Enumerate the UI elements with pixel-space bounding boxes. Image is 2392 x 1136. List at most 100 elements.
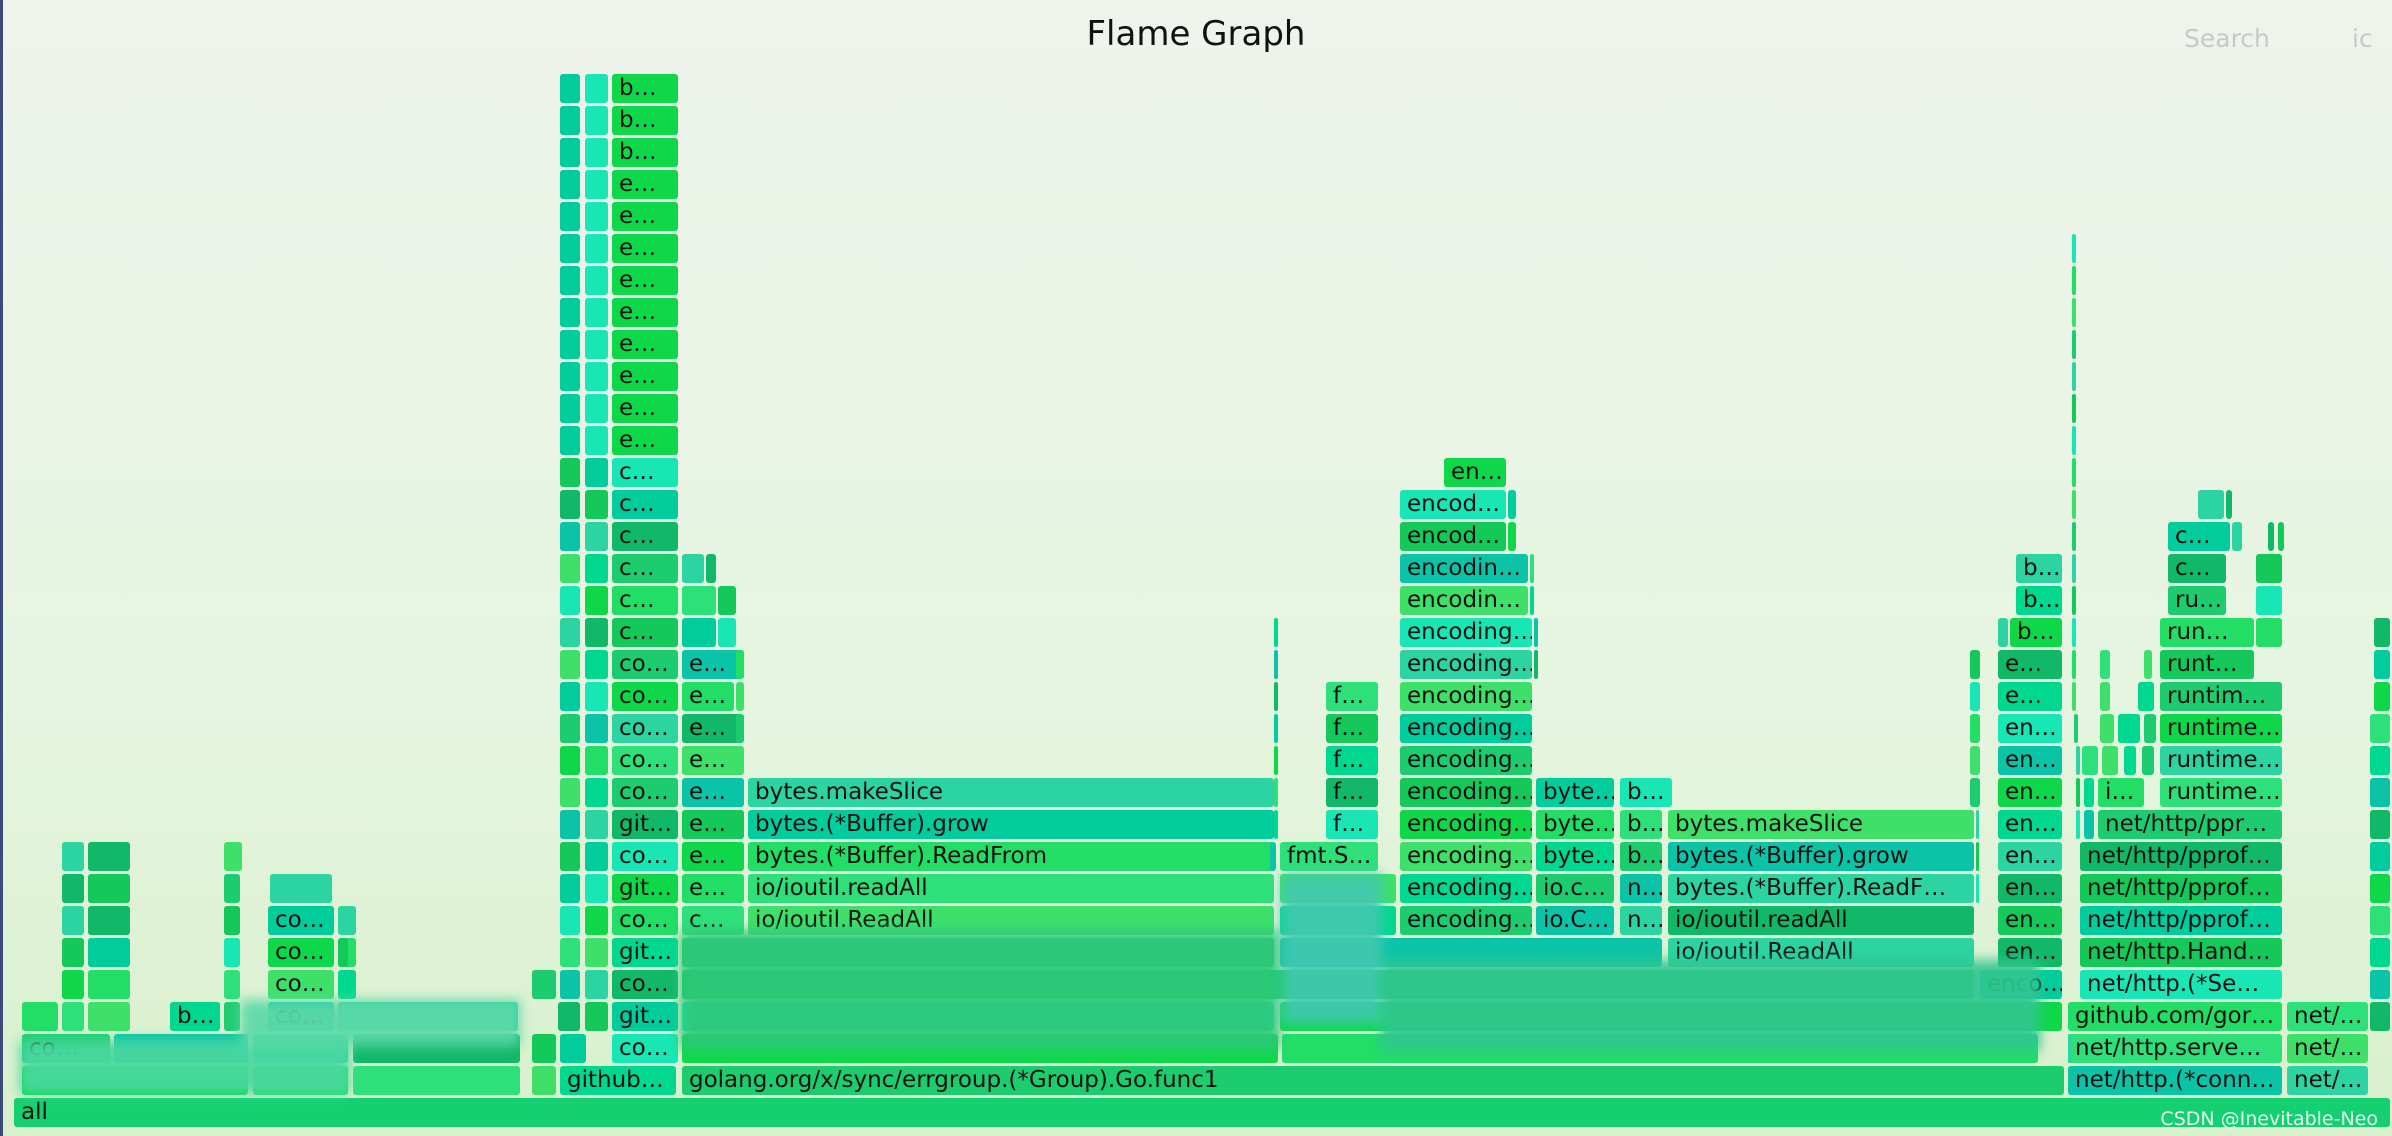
frame[interactable]: [1970, 714, 1980, 743]
frame[interactable]: e…: [682, 778, 744, 807]
frame[interactable]: [2100, 682, 2110, 711]
frame[interactable]: [560, 522, 580, 551]
frame[interactable]: [2370, 970, 2390, 999]
frame[interactable]: fmt.S…: [1280, 842, 1378, 871]
frame[interactable]: [2374, 650, 2390, 679]
frame[interactable]: [2068, 1034, 2071, 1063]
frame[interactable]: all: [14, 1098, 2390, 1127]
frame[interactable]: [706, 554, 716, 583]
frame[interactable]: en…: [1998, 842, 2062, 871]
frame[interactable]: en…: [1998, 906, 2062, 935]
frame[interactable]: [2144, 714, 2156, 743]
frame[interactable]: [560, 170, 580, 199]
frame[interactable]: [2084, 810, 2094, 839]
frame[interactable]: co…: [612, 682, 678, 711]
frame[interactable]: [560, 554, 580, 583]
frame[interactable]: encoding…: [1400, 682, 1532, 711]
frame[interactable]: encoding…: [1400, 874, 1532, 903]
frame[interactable]: net/http.Hand…: [2080, 938, 2282, 967]
frame[interactable]: [585, 170, 608, 199]
frame[interactable]: co…: [612, 842, 678, 871]
frame[interactable]: f…: [1326, 810, 1378, 839]
frame[interactable]: [1998, 618, 2008, 647]
frame[interactable]: [585, 522, 608, 551]
frame[interactable]: encoding…: [1400, 842, 1532, 871]
frame[interactable]: [2370, 906, 2390, 935]
frame[interactable]: encoding…: [1400, 714, 1532, 743]
frame[interactable]: c…: [2168, 554, 2226, 583]
frame[interactable]: [2072, 650, 2076, 679]
frame[interactable]: io.c…: [1536, 874, 1614, 903]
frame[interactable]: [1530, 586, 1534, 615]
frame[interactable]: [2370, 810, 2390, 839]
frame[interactable]: [585, 1002, 608, 1031]
frame[interactable]: [585, 874, 608, 903]
frame[interactable]: [2076, 778, 2080, 807]
frame[interactable]: net/…: [2287, 1066, 2368, 1095]
frame[interactable]: b…: [612, 106, 678, 135]
frame[interactable]: [585, 330, 608, 359]
frame[interactable]: [2072, 682, 2076, 711]
frame[interactable]: [1970, 682, 1980, 711]
frame[interactable]: [1970, 746, 1980, 775]
frame[interactable]: [2072, 586, 2076, 615]
frame[interactable]: f…: [1326, 714, 1378, 743]
frame[interactable]: [62, 906, 84, 935]
frame[interactable]: [585, 842, 608, 871]
frame[interactable]: [560, 938, 580, 967]
frame[interactable]: [1274, 810, 1278, 839]
frame[interactable]: en…: [1998, 714, 2062, 743]
frame[interactable]: [88, 874, 130, 903]
frame[interactable]: [585, 906, 608, 935]
frame[interactable]: c…: [612, 458, 678, 487]
frame[interactable]: c…: [612, 522, 678, 551]
frame[interactable]: [1274, 650, 1278, 679]
frame[interactable]: [2076, 746, 2080, 775]
frame[interactable]: [224, 906, 240, 935]
frame[interactable]: [560, 234, 580, 263]
frame[interactable]: e…: [682, 874, 744, 903]
frame[interactable]: [585, 266, 608, 295]
frame[interactable]: [585, 458, 608, 487]
frame[interactable]: [2142, 746, 2154, 775]
frame[interactable]: [62, 970, 84, 999]
frame[interactable]: github.com/gor…: [2068, 1002, 2282, 1031]
frame[interactable]: net/http/pprof…: [2080, 906, 2282, 935]
frame[interactable]: [585, 618, 608, 647]
frame[interactable]: e…: [612, 426, 678, 455]
frame[interactable]: byte…: [1536, 842, 1614, 871]
frame[interactable]: en…: [1444, 458, 1506, 487]
frame[interactable]: [62, 1002, 84, 1031]
frame[interactable]: [338, 906, 356, 935]
frame[interactable]: [585, 746, 608, 775]
frame[interactable]: [22, 1002, 58, 1031]
frame[interactable]: e…: [1998, 682, 2062, 711]
frame[interactable]: [560, 266, 580, 295]
frame[interactable]: runtime…: [2160, 746, 2282, 775]
frame[interactable]: co…: [612, 906, 678, 935]
frame[interactable]: encodin…: [1400, 554, 1528, 583]
frame[interactable]: [2072, 266, 2076, 295]
frame[interactable]: c…: [612, 490, 678, 519]
frame[interactable]: [1508, 490, 1516, 519]
frame[interactable]: [1976, 810, 1979, 839]
frame[interactable]: [2278, 522, 2284, 551]
frame[interactable]: b…: [1620, 778, 1672, 807]
frame[interactable]: [560, 778, 580, 807]
frame[interactable]: bytes.(*Buffer).ReadFrom: [748, 842, 1274, 871]
frame[interactable]: [1270, 842, 1276, 871]
frame[interactable]: [2374, 618, 2390, 647]
frame[interactable]: github…: [560, 1066, 676, 1095]
frame[interactable]: [585, 554, 608, 583]
frame[interactable]: [88, 842, 130, 871]
frame[interactable]: [62, 938, 84, 967]
frame[interactable]: [560, 1034, 586, 1063]
frame[interactable]: c…: [612, 618, 678, 647]
frame[interactable]: [2124, 746, 2136, 775]
frame[interactable]: [2102, 746, 2118, 775]
frame[interactable]: [585, 74, 608, 103]
frame[interactable]: [88, 970, 130, 999]
frame[interactable]: n…: [1620, 906, 1662, 935]
frame[interactable]: [532, 1034, 556, 1063]
frame[interactable]: [1534, 650, 1538, 679]
